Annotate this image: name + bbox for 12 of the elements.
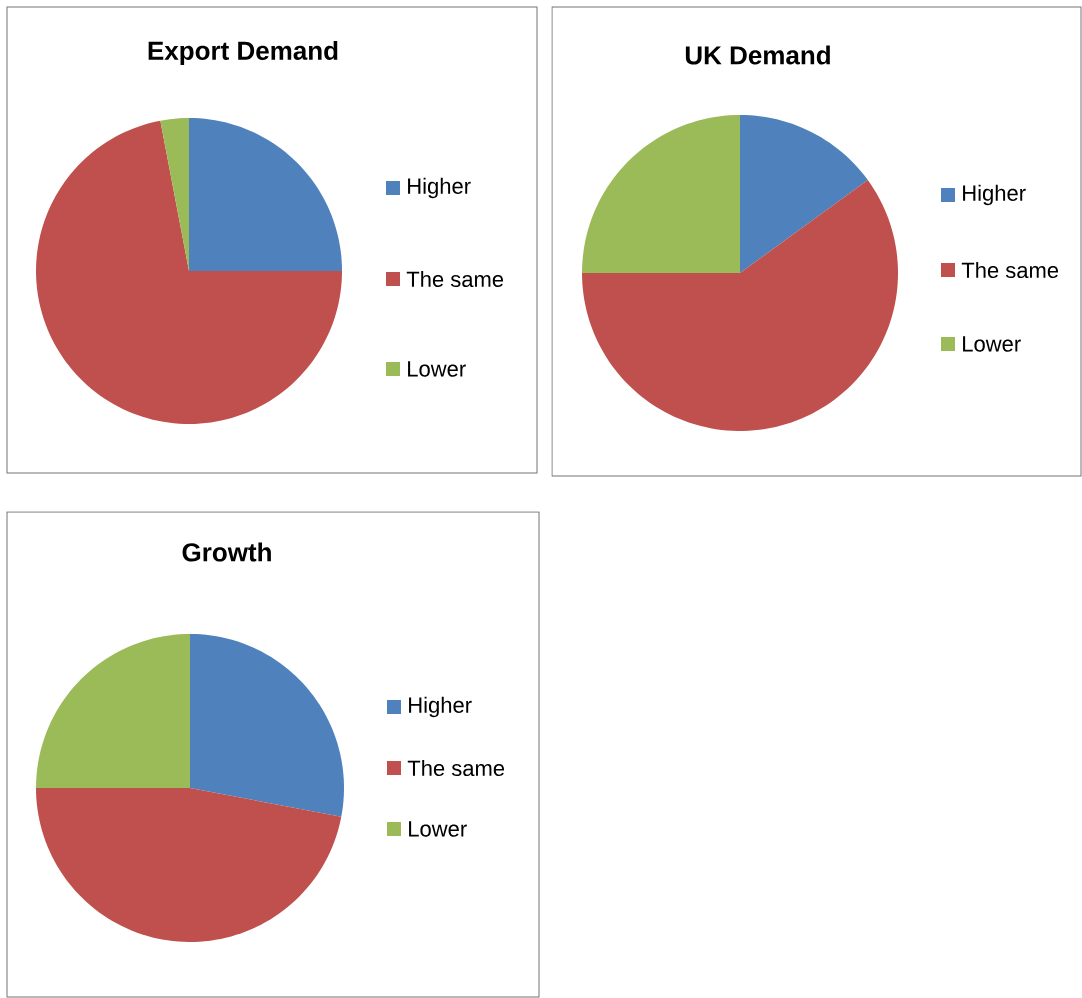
legend-label: Higher [408, 177, 471, 199]
legend-label: Lower [408, 361, 466, 377]
legend-label: Higher [963, 184, 1026, 206]
chart-title: Growth [182, 542, 271, 562]
chart-title: Export Demand [148, 40, 338, 66]
legend-label: Higher [409, 696, 472, 718]
legend-label: The same [407, 759, 505, 777]
legend-label: Lower [409, 821, 467, 837]
legend-label: The same [961, 261, 1059, 279]
legend-label: Lower [963, 336, 1021, 352]
chart-title: UK Demand [685, 45, 830, 65]
legend-label: The same [406, 270, 504, 288]
